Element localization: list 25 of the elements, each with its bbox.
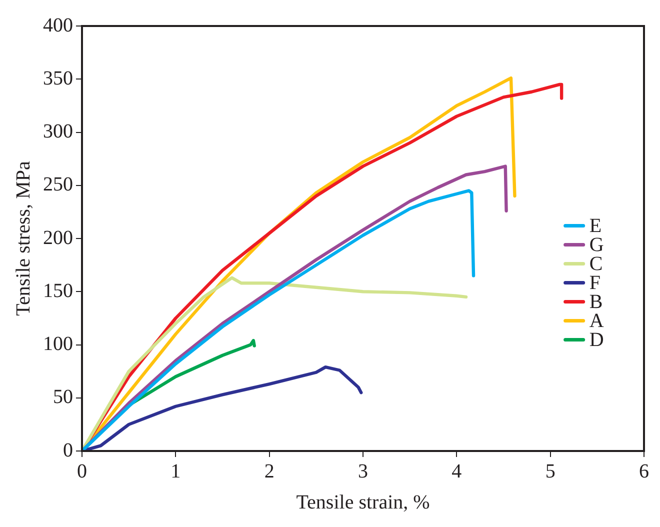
y-tick-label: 150 — [43, 280, 73, 302]
x-tick-label: 5 — [545, 460, 556, 482]
y-tick-label: 350 — [43, 67, 73, 90]
y-tick-label: 250 — [43, 174, 73, 196]
x-tick-label: 0 — [77, 460, 87, 482]
legend-label: E — [589, 215, 602, 237]
x-tick-label: 6 — [639, 460, 649, 482]
legend-label: A — [589, 310, 604, 332]
x-tick-label: 4 — [452, 460, 462, 482]
y-tick-label: 300 — [43, 120, 73, 142]
x-tick-label: 3 — [358, 460, 368, 482]
legend-label: B — [589, 291, 603, 313]
legend-label: D — [589, 329, 604, 351]
legend-label: C — [589, 253, 603, 275]
x-axis-title: Tensile strain, % — [296, 491, 430, 514]
y-tick-label: 50 — [53, 386, 73, 408]
y-tick-label: 400 — [43, 14, 73, 36]
y-tick-label: 100 — [43, 333, 73, 355]
legend-label: G — [589, 234, 604, 256]
x-tick-label: 2 — [264, 460, 274, 482]
x-tick-label: 1 — [170, 460, 181, 482]
y-axis-title: Tensile stress, MPa — [12, 161, 34, 316]
y-tick-label: 0 — [63, 439, 73, 462]
legend-label: F — [589, 272, 600, 294]
y-tick-label: 200 — [43, 226, 73, 249]
